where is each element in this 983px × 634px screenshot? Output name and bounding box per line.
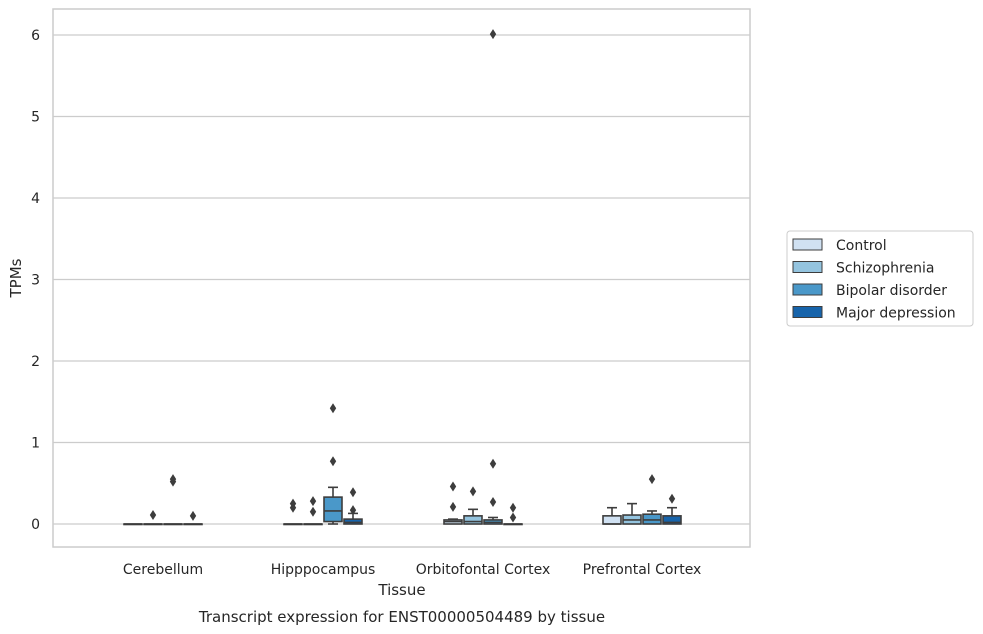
outlier-point: [309, 506, 317, 517]
outlier-point: [149, 510, 157, 521]
x-tick-label: Cerebellum: [123, 562, 203, 578]
series-group: [143, 486, 642, 526]
box: [483, 29, 503, 525]
x-axis-label: Tissue: [377, 581, 425, 599]
outlier-point: [449, 481, 457, 492]
box: [183, 510, 203, 526]
outlier-point: [489, 458, 497, 469]
outlier-point: [449, 501, 457, 512]
outlier-point: [489, 496, 497, 507]
outlier-point: [469, 486, 477, 497]
box-body: [343, 518, 363, 525]
outlier-point: [169, 474, 177, 485]
box-body: [642, 513, 662, 525]
outlier-point: [509, 502, 517, 513]
series-group: [123, 481, 622, 526]
series-group: [163, 29, 662, 526]
chart-caption: Transcript expression for ENST0000050448…: [198, 608, 605, 626]
outlier-point: [329, 456, 337, 467]
y-tick-label: 0: [31, 517, 40, 533]
outlier-point: [489, 29, 497, 40]
x-tick-label: Hipppocampus: [271, 562, 376, 578]
y-tick-label: 5: [31, 110, 40, 126]
legend-swatch: [792, 283, 823, 296]
outlier-point: [289, 498, 297, 509]
box: [622, 502, 642, 525]
box: [143, 510, 163, 526]
x-tick-label: Orbitofontal Cortex: [416, 562, 551, 578]
series-group: [183, 487, 682, 526]
outlier-point: [668, 493, 676, 504]
box-body: [463, 515, 483, 525]
box-body: [323, 496, 343, 523]
plot-background: [53, 9, 750, 547]
box: [163, 474, 183, 526]
outlier-point: [349, 487, 357, 498]
outlier-point: [329, 403, 337, 414]
box: [642, 474, 662, 525]
box: [463, 486, 483, 525]
legend: Control Schizophrenia Bipolar disorder Majo…: [786, 230, 974, 327]
y-tick-labels: 0 1 2 3 4 5 6: [31, 28, 40, 533]
box-body: [662, 515, 682, 525]
box: [602, 506, 622, 525]
box-series: [123, 29, 682, 526]
outlier-point: [309, 496, 317, 507]
legend-label: Schizophrenia: [836, 261, 934, 277]
y-axis-label: TPMs: [7, 258, 25, 298]
y-tick-label: 2: [31, 354, 40, 370]
outlier-point: [189, 510, 197, 521]
legend-frame: [786, 230, 974, 327]
box: [503, 502, 523, 526]
legend-label: Major depression: [836, 306, 956, 322]
outlier-point: [648, 474, 656, 485]
box: [323, 403, 343, 525]
box: [343, 487, 363, 525]
outlier-point: [349, 505, 357, 516]
y-tick-label: 3: [31, 273, 40, 289]
gridlines: [53, 34, 750, 525]
box: [443, 481, 463, 525]
x-tick-labels: Cerebellum Hipppocampus Orbitofontal Corte…: [123, 562, 701, 578]
legend-swatch: [792, 238, 823, 251]
legend-swatch: [792, 306, 823, 318]
outlier-point: [509, 512, 517, 523]
box: [662, 493, 682, 525]
x-tick-label: Prefrontal Cortex: [583, 562, 702, 578]
legend-label: Control: [836, 238, 887, 254]
box: [283, 498, 303, 526]
box: [123, 523, 143, 526]
box: [303, 496, 323, 526]
box-body: [602, 515, 622, 525]
y-tick-label: 1: [31, 436, 40, 452]
y-tick-label: 4: [31, 191, 40, 207]
legend-swatch: [792, 261, 823, 273]
y-tick-label: 6: [31, 28, 40, 44]
plot-frame: [52, 8, 751, 548]
legend-label: Bipolar disorder: [836, 283, 947, 299]
